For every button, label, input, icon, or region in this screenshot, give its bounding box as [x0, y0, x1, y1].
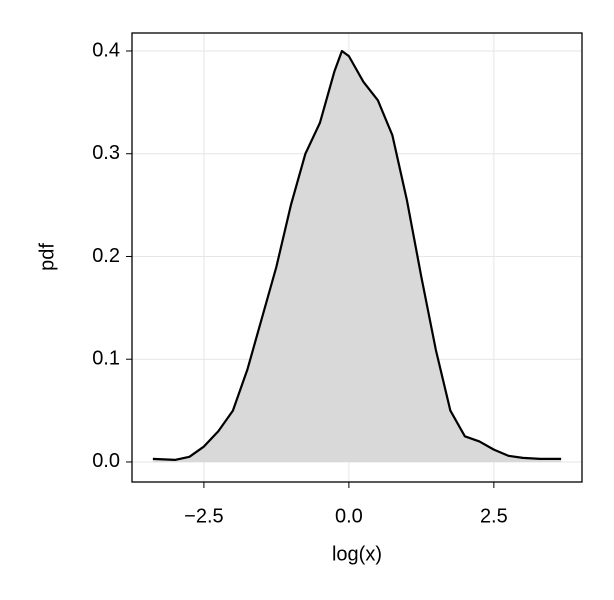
x-tick-label: 0.0	[335, 505, 363, 527]
density-area	[152, 50, 562, 462]
x-axis-label: log(x)	[332, 543, 382, 565]
y-tick-label: 0.0	[92, 450, 120, 472]
plot-frame	[131, 32, 583, 483]
y-tick-label: 0.3	[92, 142, 120, 164]
x-tick-label: −2.5	[184, 505, 223, 527]
y-axis-label: pdf	[36, 243, 58, 271]
x-tick-label: 2.5	[480, 505, 508, 527]
density-line	[152, 49, 562, 462]
y-tick-label: 0.4	[92, 39, 120, 61]
y-tick-label: 0.1	[92, 347, 120, 369]
y-tick-label: 0.2	[92, 245, 120, 267]
